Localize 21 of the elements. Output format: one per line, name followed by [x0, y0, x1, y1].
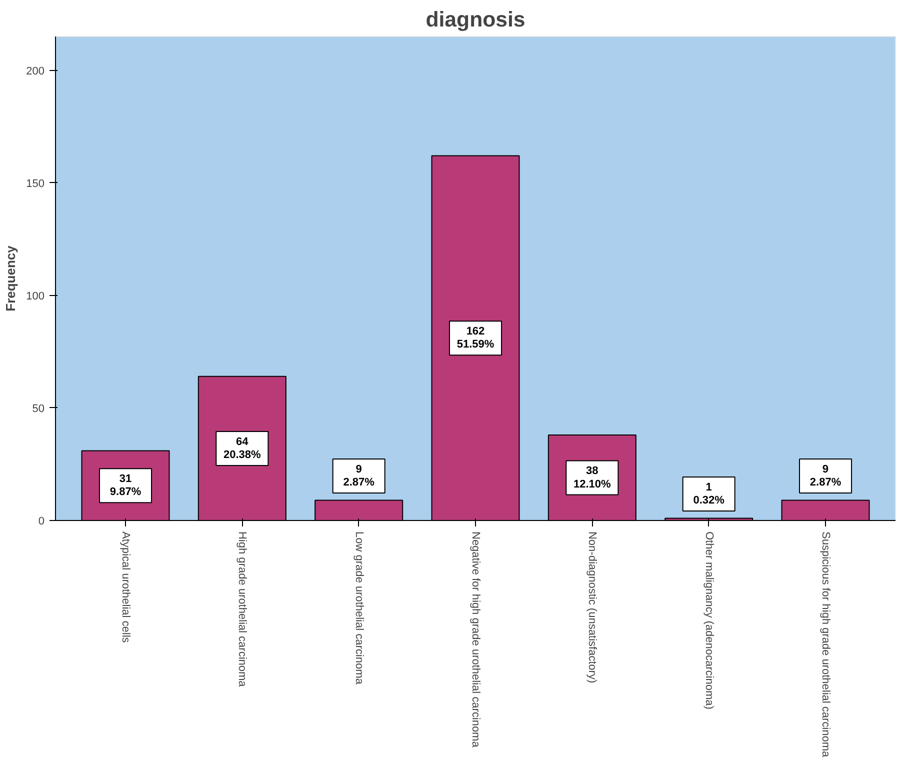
y-tick-label: 50 [32, 402, 45, 415]
y-axis-title: Frequency [3, 244, 18, 312]
data-label: 31 9.87% [110, 473, 142, 498]
chart-title: diagnosis [426, 8, 526, 32]
data-label: 162 51.59% [456, 326, 494, 351]
data-label: 1 0.32% [693, 481, 725, 507]
x-tick-label: Low grade urothelial carcinoma [352, 532, 365, 686]
y-tick-label: 200 [26, 65, 45, 78]
data-label: 9 2.87% [343, 463, 375, 489]
y-tick-label: 150 [26, 178, 45, 190]
y-tick-label: 100 [26, 290, 45, 302]
x-tick-label: Other malignancy (adenocarcinoma) [702, 532, 715, 710]
x-tick-label: Suspicious for high grade urothelial carcinoma [820, 532, 832, 758]
x-tick-label: Atypical urothelial cells [120, 532, 132, 644]
y-tick-label: 0 [38, 516, 45, 528]
x-tick-label: High grade urothelial carcinoma [236, 532, 248, 688]
x-tick-label: Negative for high grade urothelial carcinoma [470, 532, 482, 748]
x-tick-label: Non-diagnostic (unsatisfactory) [586, 532, 598, 684]
data-label: 9 2.87% [810, 463, 842, 489]
data-label: 38 12.10% [574, 465, 612, 490]
data-label: 64 20.38% [224, 436, 262, 462]
